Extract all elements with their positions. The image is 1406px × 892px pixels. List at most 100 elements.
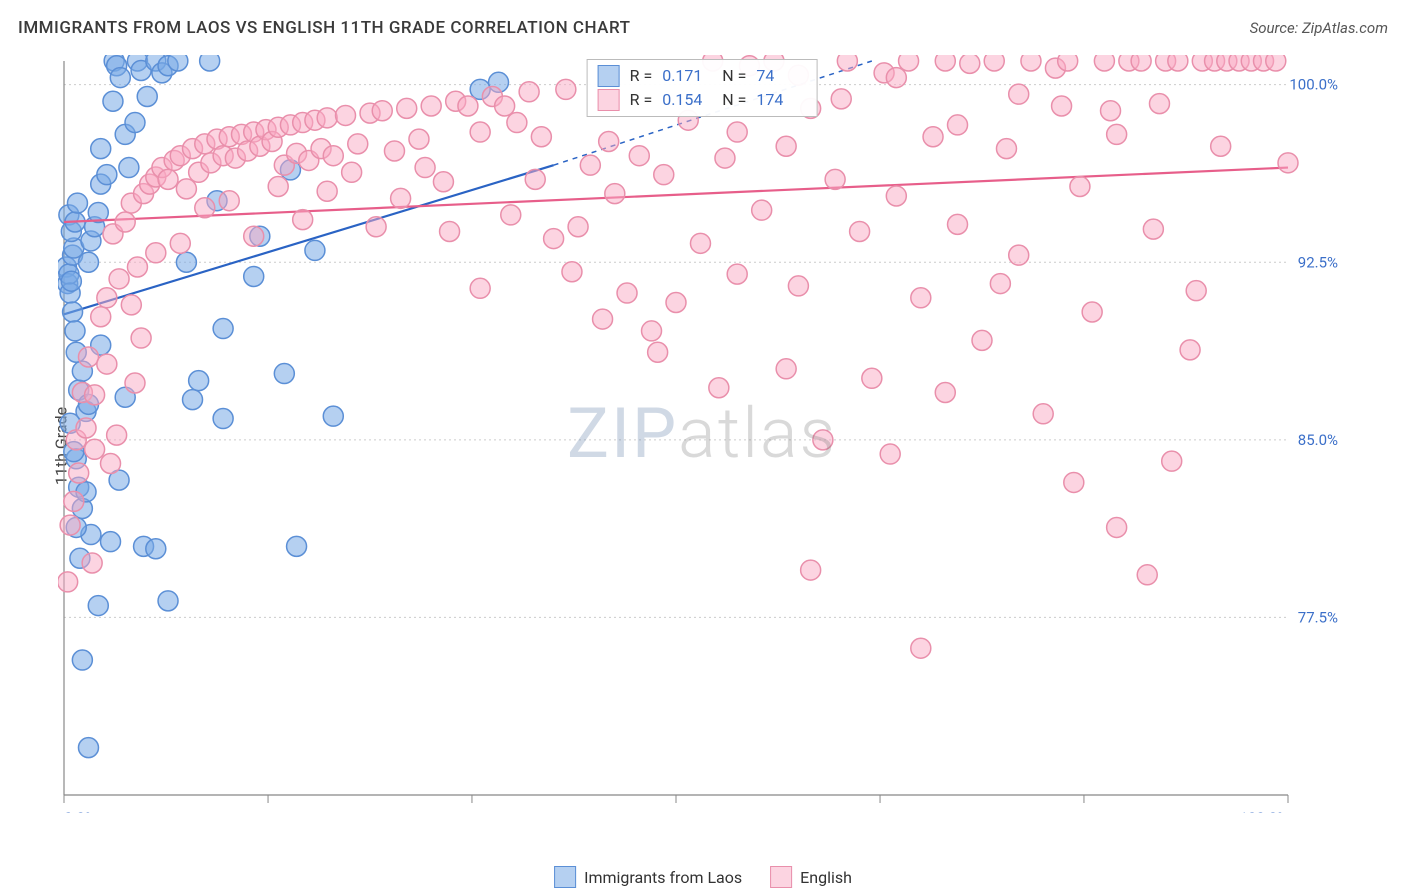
data-point xyxy=(1101,101,1121,121)
data-point xyxy=(1186,281,1206,301)
data-point xyxy=(125,113,145,133)
data-point xyxy=(176,179,196,199)
y-tick-label: 85.0% xyxy=(1298,431,1338,449)
trend-line xyxy=(64,168,1288,222)
data-point xyxy=(268,176,288,196)
data-point xyxy=(501,205,521,225)
data-point xyxy=(1149,94,1169,114)
data-point xyxy=(433,172,453,192)
data-point xyxy=(960,55,980,73)
chart-title: IMMIGRANTS FROM LAOS VS ENGLISH 11TH GRA… xyxy=(18,18,630,38)
data-point xyxy=(629,146,649,166)
data-point xyxy=(82,553,102,573)
data-point xyxy=(831,89,851,109)
data-point xyxy=(507,113,527,133)
data-point xyxy=(996,139,1016,159)
series-swatch xyxy=(598,65,620,87)
data-point xyxy=(127,257,147,277)
data-point xyxy=(60,515,80,535)
data-point xyxy=(580,155,600,175)
data-point xyxy=(654,165,674,185)
data-point xyxy=(519,82,539,102)
data-point xyxy=(63,302,83,322)
legend: Immigrants from Laos English xyxy=(554,866,852,888)
data-point xyxy=(544,229,564,249)
data-point xyxy=(78,347,98,367)
data-point xyxy=(244,226,264,246)
data-point xyxy=(176,252,196,272)
data-point xyxy=(911,638,931,658)
data-point xyxy=(1094,55,1114,71)
data-point xyxy=(813,430,833,450)
data-point xyxy=(593,309,613,329)
scatter-chart-svg: 77.5%85.0%92.5%100.0%0.0%100.0% xyxy=(58,55,1346,813)
data-point xyxy=(317,181,337,201)
legend-label: English xyxy=(800,868,852,887)
stats-r-value: 0.171 xyxy=(662,64,712,88)
data-point xyxy=(110,68,130,88)
data-point xyxy=(556,79,576,99)
data-point xyxy=(146,539,166,559)
data-point xyxy=(911,288,931,308)
stats-row: R =0.154N =174 xyxy=(598,88,807,112)
data-point xyxy=(1143,219,1163,239)
data-point xyxy=(244,266,264,286)
data-point xyxy=(67,193,87,213)
data-point xyxy=(1070,176,1090,196)
data-point xyxy=(131,328,151,348)
x-tick-label: 100.0% xyxy=(1239,809,1288,813)
data-point xyxy=(65,321,85,341)
data-point xyxy=(801,560,821,580)
data-point xyxy=(137,87,157,107)
data-point xyxy=(91,139,111,159)
data-point xyxy=(617,283,637,303)
data-point xyxy=(752,200,772,220)
data-point xyxy=(88,596,108,616)
data-point xyxy=(342,162,362,182)
data-point xyxy=(1137,565,1157,585)
data-point xyxy=(305,240,325,260)
data-point xyxy=(470,122,490,142)
data-point xyxy=(1211,136,1231,156)
data-point xyxy=(886,186,906,206)
y-tick-label: 100.0% xyxy=(1289,76,1338,94)
data-point xyxy=(776,136,796,156)
data-point xyxy=(121,295,141,315)
data-point xyxy=(274,364,294,384)
data-point xyxy=(972,330,992,350)
data-point xyxy=(91,307,111,327)
correlation-stats-box: R =0.171N =74R =0.154N =174 xyxy=(587,59,818,117)
data-point xyxy=(525,169,545,189)
data-point xyxy=(788,276,808,296)
data-point xyxy=(1278,153,1298,173)
data-point xyxy=(409,129,429,149)
data-point xyxy=(323,146,343,166)
data-point xyxy=(158,591,178,611)
data-point xyxy=(440,221,460,241)
data-point xyxy=(1107,124,1127,144)
data-point xyxy=(1162,451,1182,471)
data-point xyxy=(200,55,220,71)
data-point xyxy=(690,233,710,253)
data-point xyxy=(103,91,123,111)
data-point xyxy=(984,55,1004,71)
data-point xyxy=(1107,517,1127,537)
data-point xyxy=(923,127,943,147)
data-point xyxy=(1009,245,1029,265)
data-point xyxy=(727,122,747,142)
data-point xyxy=(146,243,166,263)
data-point xyxy=(1058,55,1078,71)
legend-item: Immigrants from Laos xyxy=(554,866,742,888)
data-point xyxy=(837,55,857,71)
data-point xyxy=(1168,55,1188,71)
data-point xyxy=(97,288,117,308)
data-point xyxy=(119,158,139,178)
data-point xyxy=(1180,340,1200,360)
data-point xyxy=(458,96,478,116)
data-point xyxy=(109,269,129,289)
data-point xyxy=(862,368,882,388)
data-point xyxy=(213,409,233,429)
stats-n-value: 174 xyxy=(756,88,806,112)
data-point xyxy=(213,319,233,339)
data-point xyxy=(397,98,417,118)
